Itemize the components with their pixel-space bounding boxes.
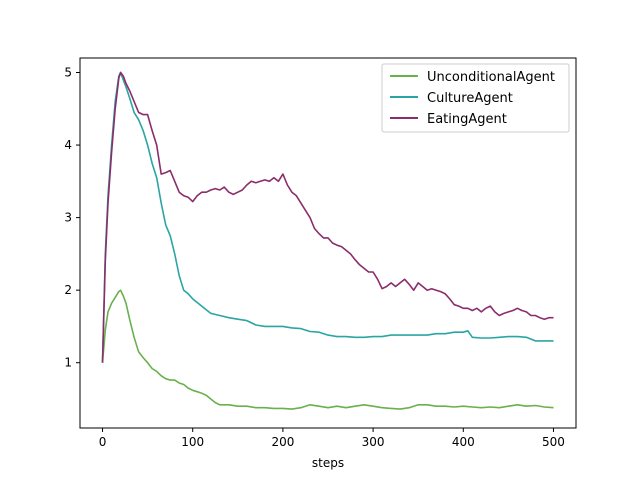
legend-label-eatingagent: EatingAgent — [427, 112, 507, 127]
x-tick-label: 200 — [271, 435, 294, 449]
y-tick-label: 5 — [64, 66, 72, 80]
x-tick-label: 300 — [362, 435, 385, 449]
y-axis: 1 2 3 4 5 — [64, 66, 80, 370]
legend-label-cultureagent: CultureAgent — [427, 91, 513, 106]
x-axis: 0 100 200 300 400 500 — [99, 428, 565, 449]
legend-box — [381, 63, 570, 133]
x-tick-label: 400 — [452, 435, 475, 449]
plot-frame — [79, 57, 577, 429]
x-tick-label: 500 — [542, 435, 565, 449]
x-tick-label: 0 — [99, 435, 107, 449]
legend: UnconditionalAgent CultureAgent EatingAgen… — [381, 63, 570, 133]
y-tick-label: 4 — [64, 138, 72, 152]
x-axis-label: steps — [312, 456, 344, 470]
series-line-unconditionalagent — [101, 289, 554, 410]
plot-lines — [101, 71, 554, 410]
y-tick-label: 1 — [64, 356, 72, 370]
y-tick-label: 3 — [64, 211, 72, 225]
series-line-cultureagent — [101, 71, 554, 363]
y-tick-label: 2 — [64, 283, 72, 297]
legend-label-unconditionalagent: UnconditionalAgent — [427, 70, 555, 85]
x-tick-label: 100 — [181, 435, 204, 449]
series-line-eatingagent — [101, 71, 554, 363]
